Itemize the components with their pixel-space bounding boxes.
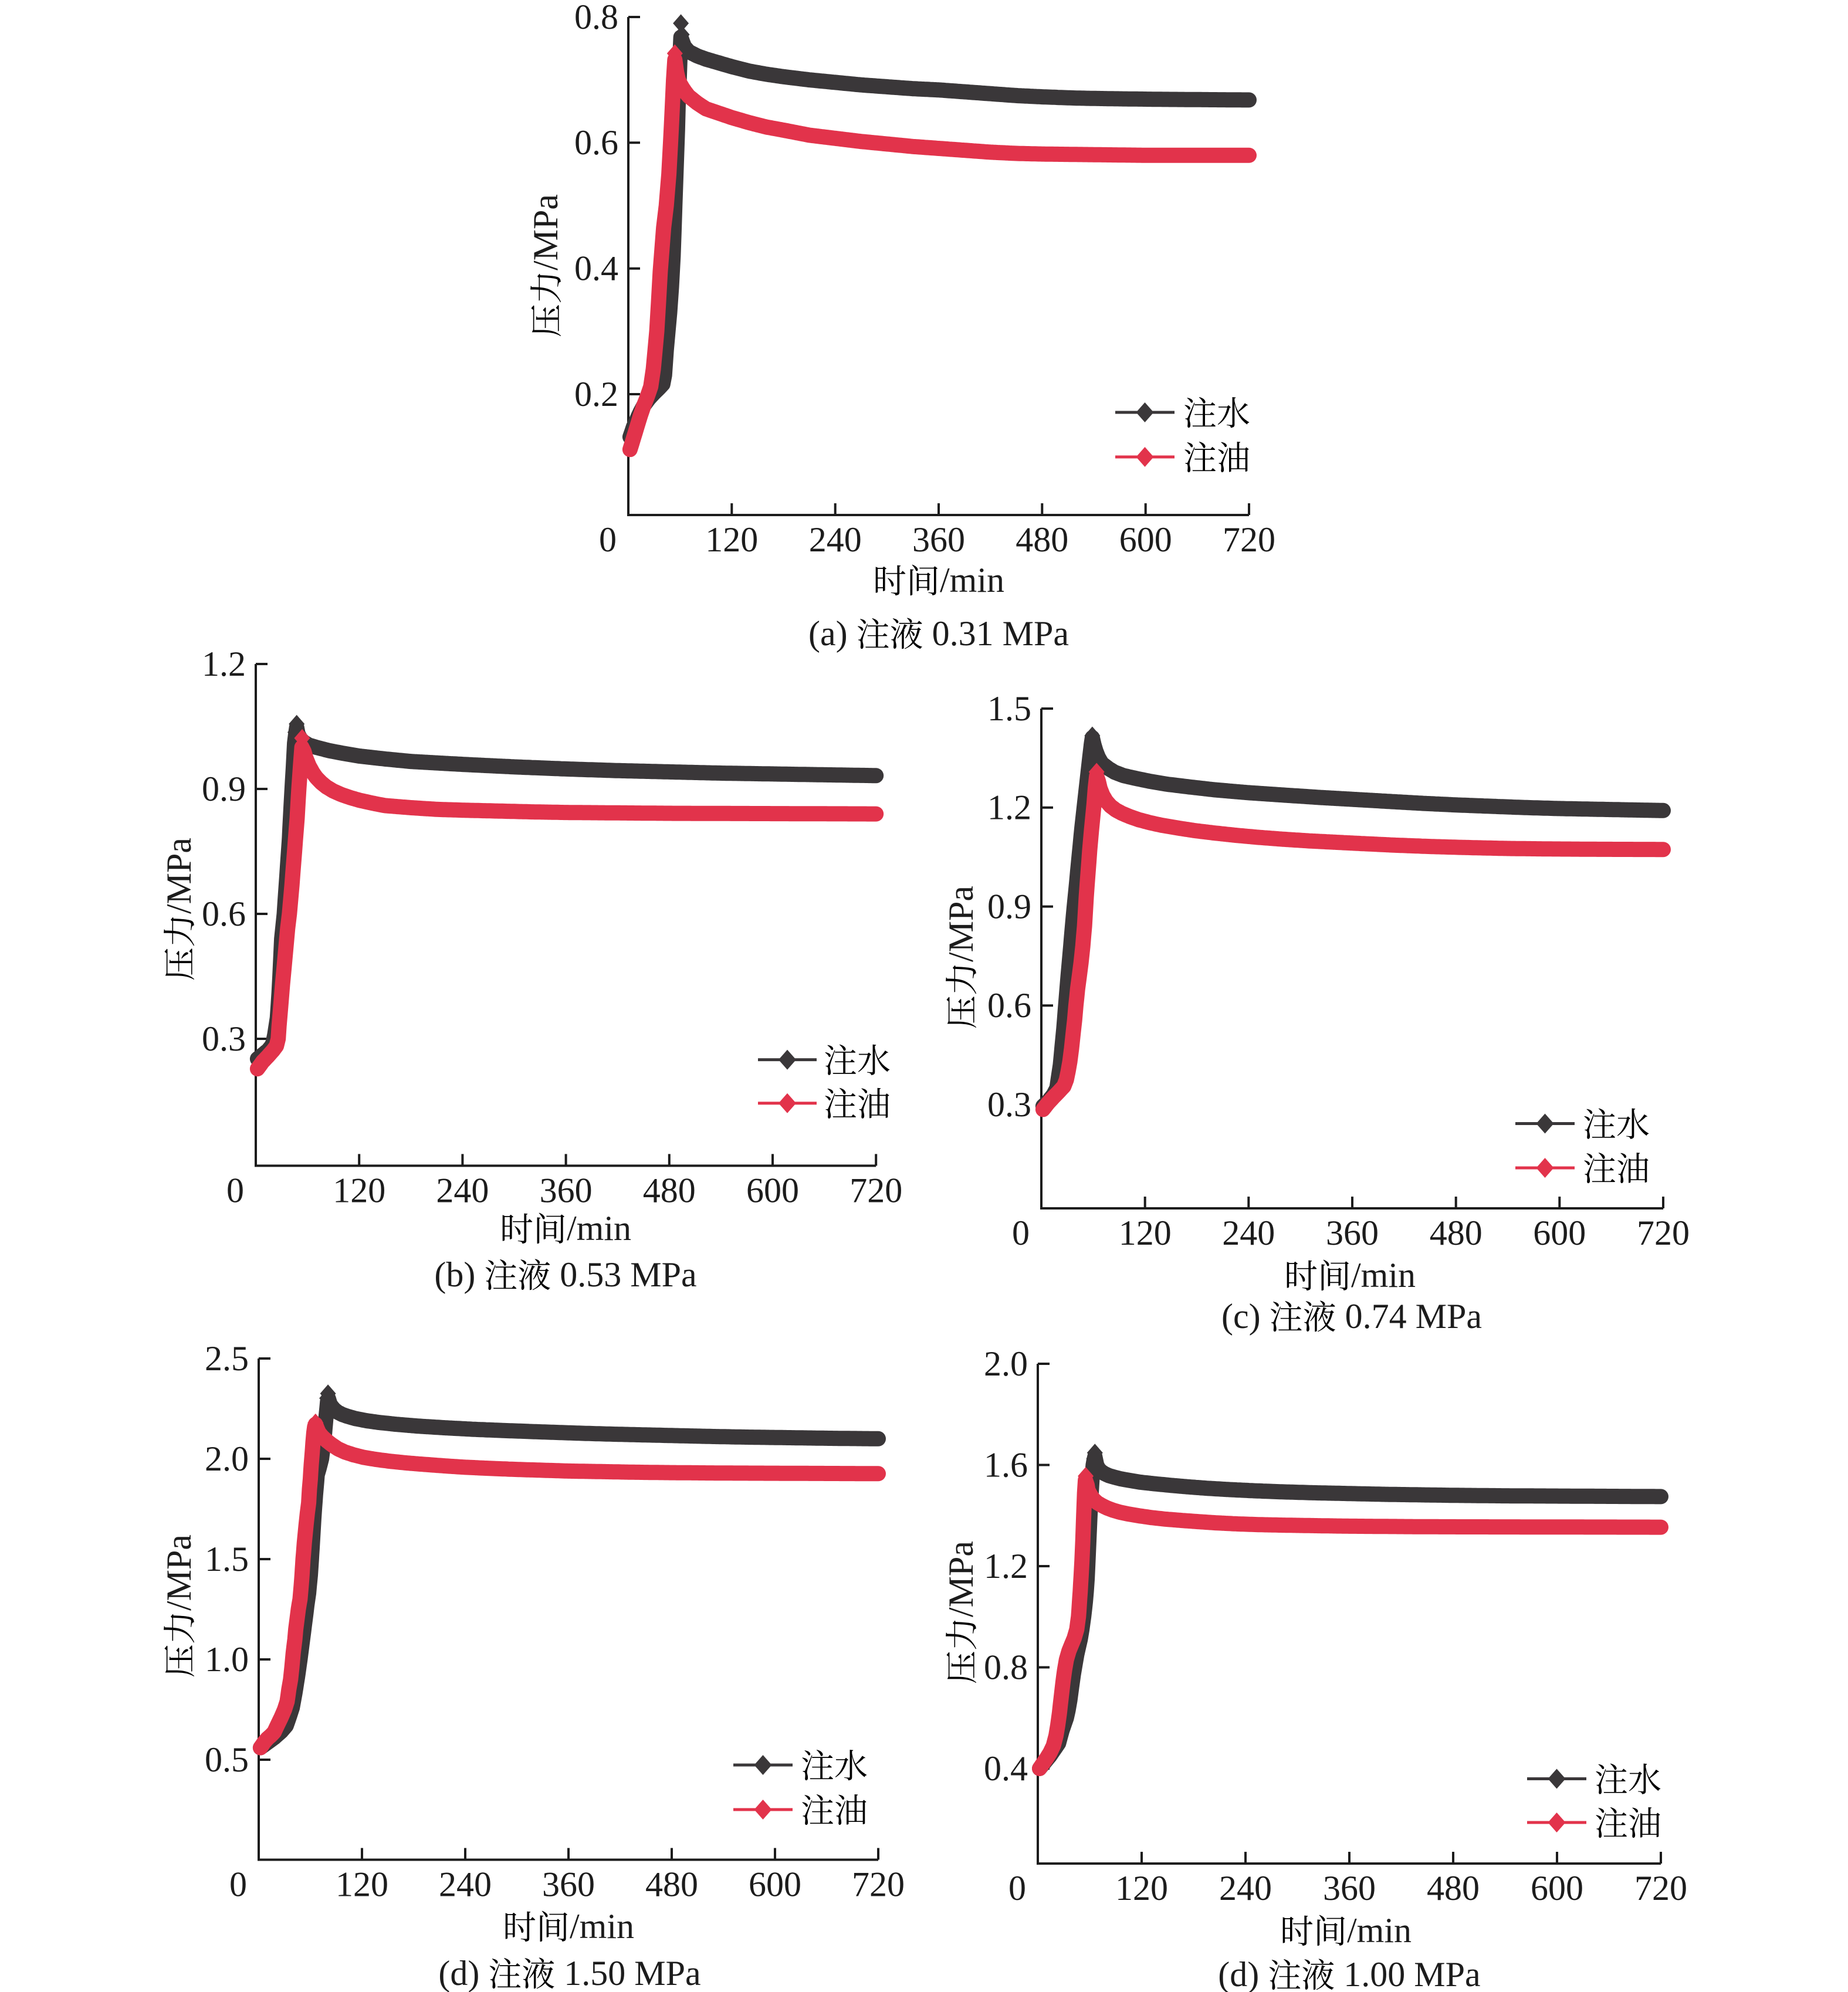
svg-text:360: 360	[1323, 1869, 1376, 1908]
svg-text:120: 120	[1115, 1869, 1168, 1908]
svg-text:240: 240	[436, 1171, 489, 1210]
svg-text:/MPa: /MPa	[526, 194, 565, 270]
svg-text:/MPa: /MPa	[160, 838, 198, 914]
svg-text:/MPa: /MPa	[160, 1534, 198, 1611]
svg-text:(a): (a)	[808, 614, 857, 653]
svg-text:480: 480	[643, 1171, 696, 1210]
svg-text:120: 120	[333, 1171, 385, 1210]
svg-text:0.6: 0.6	[987, 986, 1031, 1025]
svg-text:1.2: 1.2	[987, 788, 1031, 827]
svg-text:(d): (d)	[1218, 1955, 1268, 1992]
svg-text:/min: /min	[567, 1209, 631, 1248]
svg-text:(b): (b)	[434, 1255, 484, 1294]
svg-text:0.9: 0.9	[987, 887, 1031, 926]
svg-text:0: 0	[1012, 1214, 1030, 1252]
svg-text:240: 240	[809, 520, 862, 559]
svg-text:360: 360	[542, 1865, 595, 1903]
svg-text:0: 0	[599, 520, 617, 559]
svg-text:1.50 MPa: 1.50 MPa	[555, 1954, 700, 1992]
svg-text:0: 0	[229, 1865, 247, 1903]
svg-text:1.6: 1.6	[984, 1445, 1028, 1484]
svg-text:360: 360	[1326, 1214, 1379, 1252]
svg-text:480: 480	[1016, 520, 1068, 559]
svg-text:360: 360	[540, 1171, 593, 1210]
svg-text:720: 720	[1634, 1869, 1687, 1908]
svg-text:0.3: 0.3	[202, 1019, 246, 1058]
svg-text:1.2: 1.2	[202, 645, 246, 683]
svg-text:120: 120	[705, 520, 758, 559]
svg-text:2.5: 2.5	[205, 1339, 249, 1378]
svg-text:1.0: 1.0	[205, 1640, 249, 1679]
svg-text:720: 720	[1637, 1214, 1690, 1252]
svg-text:/min: /min	[940, 561, 1004, 599]
svg-text:/min: /min	[570, 1907, 634, 1946]
svg-text:1.00 MPa: 1.00 MPa	[1335, 1955, 1480, 1992]
svg-text:480: 480	[1430, 1214, 1483, 1252]
svg-text:0.31 MPa: 0.31 MPa	[923, 614, 1069, 653]
svg-text:/min: /min	[1347, 1911, 1412, 1950]
svg-text:0.6: 0.6	[574, 123, 618, 162]
svg-text:720: 720	[1223, 520, 1275, 559]
svg-text:120: 120	[1119, 1214, 1172, 1252]
svg-text:0: 0	[226, 1171, 244, 1210]
svg-text:0: 0	[1008, 1869, 1026, 1908]
svg-text:0.53 MPa: 0.53 MPa	[551, 1255, 696, 1294]
svg-text:/MPa: /MPa	[942, 1541, 980, 1617]
svg-text:/MPa: /MPa	[942, 886, 980, 962]
svg-text:/min: /min	[1351, 1256, 1416, 1295]
svg-text:240: 240	[1222, 1214, 1275, 1252]
svg-text:600: 600	[1119, 520, 1172, 559]
svg-text:720: 720	[849, 1171, 902, 1210]
svg-text:0.3: 0.3	[987, 1085, 1031, 1124]
svg-text:600: 600	[749, 1865, 801, 1903]
svg-text:0.2: 0.2	[574, 375, 618, 414]
svg-text:0.8: 0.8	[574, 0, 618, 36]
svg-text:2.0: 2.0	[984, 1344, 1028, 1383]
svg-text:1.5: 1.5	[205, 1540, 249, 1578]
svg-text:600: 600	[746, 1171, 799, 1210]
svg-text:0.4: 0.4	[574, 249, 618, 288]
svg-text:480: 480	[645, 1865, 698, 1903]
svg-text:240: 240	[439, 1865, 492, 1903]
svg-text:2.0: 2.0	[205, 1439, 249, 1478]
svg-text:0.9: 0.9	[202, 770, 246, 808]
svg-text:600: 600	[1533, 1214, 1586, 1252]
svg-text:0.74 MPa: 0.74 MPa	[1336, 1297, 1482, 1336]
svg-text:(d): (d)	[438, 1954, 488, 1992]
svg-text:0.8: 0.8	[984, 1648, 1028, 1686]
svg-text:0.6: 0.6	[202, 895, 246, 933]
svg-text:600: 600	[1531, 1869, 1583, 1908]
svg-text:360: 360	[912, 520, 965, 559]
svg-text:120: 120	[336, 1865, 388, 1903]
svg-text:(c): (c)	[1221, 1297, 1270, 1336]
svg-text:1.2: 1.2	[984, 1547, 1028, 1586]
svg-text:480: 480	[1427, 1869, 1480, 1908]
svg-text:240: 240	[1219, 1869, 1272, 1908]
svg-text:720: 720	[852, 1865, 905, 1903]
svg-text:0.4: 0.4	[984, 1749, 1028, 1788]
svg-text:0.5: 0.5	[205, 1740, 249, 1779]
svg-text:1.5: 1.5	[987, 689, 1031, 728]
